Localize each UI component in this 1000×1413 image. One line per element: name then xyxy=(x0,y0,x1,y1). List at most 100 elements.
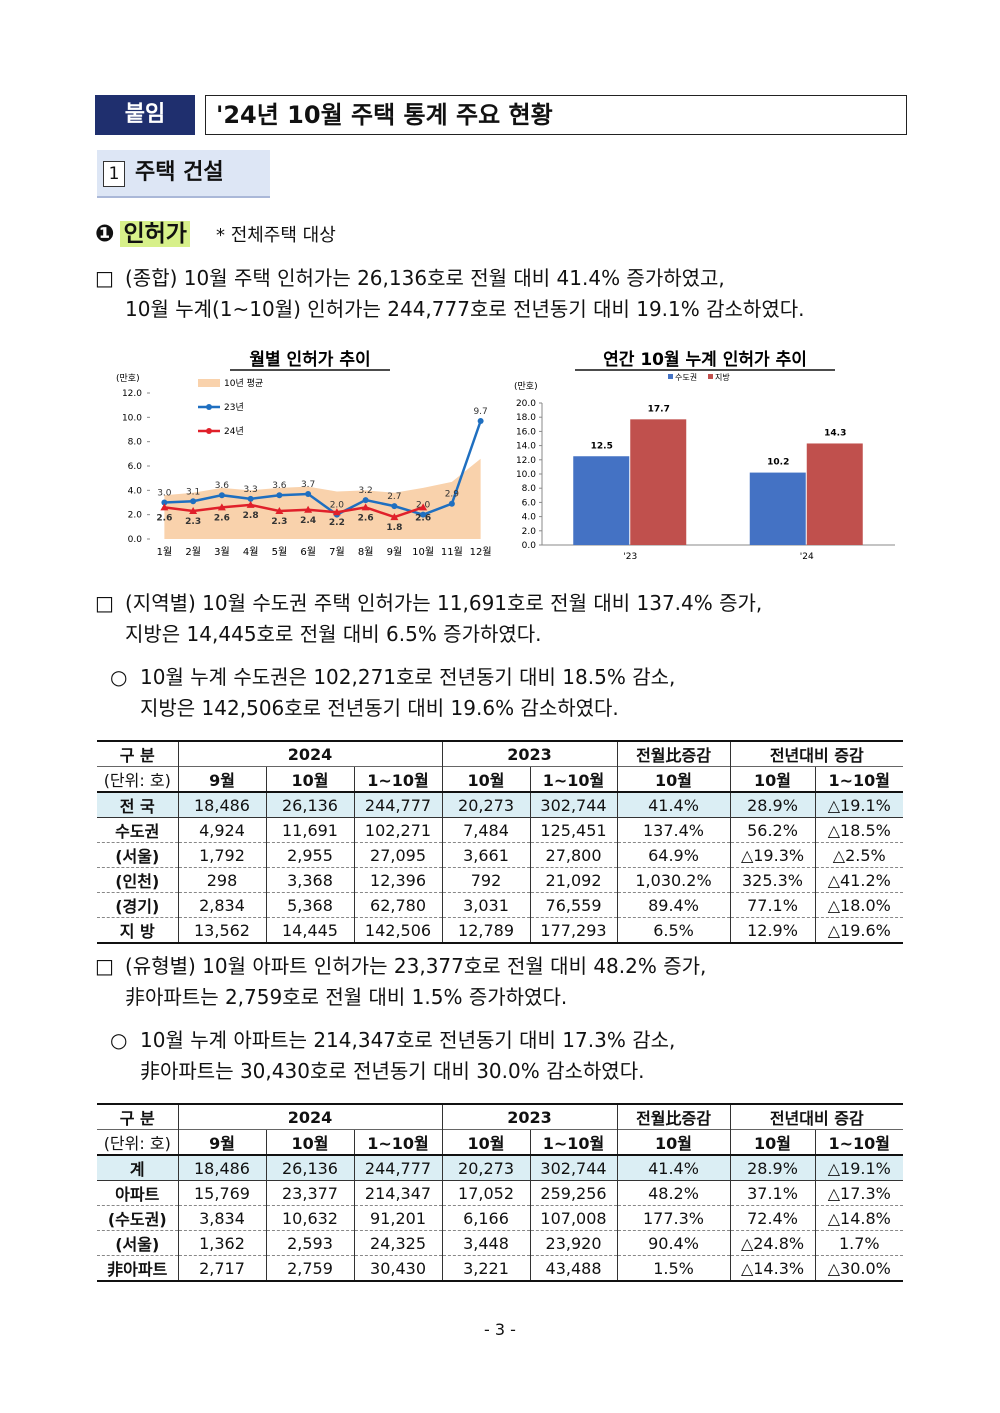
page-number: - 3 - xyxy=(484,1320,516,1339)
subsection-note: * 전체주택 대상 xyxy=(215,225,336,246)
line: (지역별) 10월 수도권 주택 인허가는 11,691호로 전월 대비 137… xyxy=(125,591,763,615)
cell: 계 xyxy=(97,1155,178,1181)
cell: 수도권 xyxy=(97,817,178,843)
header-row: (단위: 호) 9월 10월 1~10월 10월 1~10월 10월 10월 1~10월 xyxy=(97,766,904,793)
cell: △18.5% xyxy=(814,817,904,843)
subsection-marker: ❶ xyxy=(95,221,115,247)
row: (경기) 2,834 5,368 62,780 3,031 76,559 89.4% 77.1… xyxy=(97,892,904,918)
cell: 23,377 xyxy=(265,1180,354,1206)
header-cell: 10월 xyxy=(616,1129,731,1156)
x-tick-label: 7월 xyxy=(329,546,345,558)
cell: 12.9% xyxy=(729,917,816,944)
cell: 28.9% xyxy=(729,1155,816,1181)
x-tick-label: '24 xyxy=(800,552,814,562)
marker xyxy=(161,499,168,506)
legend-label: 지방 xyxy=(715,372,730,382)
cell: △24.8% xyxy=(729,1230,816,1256)
x-tick-label: 2월 xyxy=(185,546,201,558)
header-cell: 전월比증감 xyxy=(616,1103,731,1130)
y-tick-label: 10.0 xyxy=(122,413,142,423)
section-heading: 1 주택 건설 xyxy=(97,150,270,198)
cell: △14.8% xyxy=(814,1205,904,1231)
marker xyxy=(391,503,398,510)
value-label: 3.2 xyxy=(358,486,372,496)
cell: (서울) xyxy=(97,842,178,868)
row: 계 18,486 26,136 244,777 20,273 302,744 41.4% 28… xyxy=(97,1155,904,1181)
cell: 56.2% xyxy=(729,817,816,843)
marker xyxy=(190,498,197,505)
cell: 1.7% xyxy=(814,1230,904,1256)
line: 非아파트는 2,759호로 전월 대비 1.5% 증가하였다. xyxy=(125,985,568,1009)
row: (서울) 1,792 2,955 27,095 3,661 27,800 64.9% △19.… xyxy=(97,842,904,868)
cell: 전 국 xyxy=(97,792,178,818)
header-cell: 10월 xyxy=(729,1129,816,1156)
cell: 244,777 xyxy=(353,1155,443,1181)
x-tick-label: 8월 xyxy=(358,546,374,558)
bar xyxy=(749,472,806,545)
value-label: 2.7 xyxy=(387,492,401,502)
x-tick-label: 10월 xyxy=(412,546,434,558)
legend-swatch xyxy=(206,404,212,410)
cell: 2,593 xyxy=(265,1230,354,1256)
legend-swatch xyxy=(198,379,220,387)
cell: 792 xyxy=(441,867,531,893)
marker xyxy=(218,492,225,499)
cell: 3,448 xyxy=(441,1230,531,1256)
header-cell: 2023 xyxy=(441,740,618,767)
x-tick-label: 4월 xyxy=(243,546,259,558)
legend-label: 수도권 xyxy=(675,372,697,382)
cell: 17,052 xyxy=(441,1180,531,1206)
header-cell: 1~10월 xyxy=(814,766,904,793)
cell: 1,792 xyxy=(177,842,266,868)
cell: 3,661 xyxy=(441,842,531,868)
marker xyxy=(247,495,254,502)
cell: 27,095 xyxy=(353,842,443,868)
cell: 24,325 xyxy=(353,1230,443,1256)
cell: 26,136 xyxy=(265,1155,354,1181)
y-tick-label: 0.0 xyxy=(522,541,537,551)
cell: 177,293 xyxy=(529,917,618,944)
header-cell: 10월 xyxy=(616,766,731,793)
marker xyxy=(217,503,226,511)
header-cell: 10월 xyxy=(265,1129,354,1156)
marker xyxy=(362,497,369,504)
cell: 6,166 xyxy=(441,1205,531,1231)
line: 10월 누계(1~10월) 인허가는 244,777호로 전년동기 대비 19.… xyxy=(125,297,805,321)
cell: 137.4% xyxy=(616,817,731,843)
value-label: 2.9 xyxy=(445,490,460,500)
row: 非아파트 2,717 2,759 30,430 3,221 43,488 1.5% △14.3… xyxy=(97,1255,904,1282)
line: (종합) 10월 주택 인허가는 26,136호로 전월 대비 41.4% 증가… xyxy=(125,266,725,290)
marker xyxy=(420,511,427,518)
x-tick-label: 6월 xyxy=(300,546,316,558)
cell: 3,834 xyxy=(177,1205,266,1231)
cell: △14.3% xyxy=(729,1255,816,1282)
cell: 2,717 xyxy=(177,1255,266,1282)
x-tick-label: '23 xyxy=(623,552,637,562)
cell: △19.1% xyxy=(814,1155,904,1181)
cell: 43,488 xyxy=(529,1255,618,1282)
header-row: 구 분 2024 2023 전월比증감 전년대비 증감 xyxy=(97,1103,904,1130)
cell: 7,484 xyxy=(441,817,531,843)
cell: 3,221 xyxy=(441,1255,531,1282)
value-label: 1.8 xyxy=(386,523,402,533)
value-label: 2.4 xyxy=(300,516,316,526)
header-cell: 9월 xyxy=(177,1129,266,1156)
cell: 20,273 xyxy=(441,1155,531,1181)
marker xyxy=(160,503,169,511)
cell: 13,562 xyxy=(177,917,266,944)
y-tick-label: 6.0 xyxy=(522,498,537,508)
header-cell: 2024 xyxy=(177,740,443,767)
cell: 214,347 xyxy=(353,1180,443,1206)
chart-title: 월별 인허가 추이 xyxy=(249,350,370,370)
value-label: 3.3 xyxy=(243,485,257,495)
value-label: 3.7 xyxy=(301,480,315,490)
cell: 302,744 xyxy=(529,1155,618,1181)
y-tick-label: 12.0 xyxy=(122,389,142,399)
cell: 15,769 xyxy=(177,1180,266,1206)
header-cell: 전월比증감 xyxy=(616,740,731,767)
header-cell: 10월 xyxy=(441,766,531,793)
cell: 125,451 xyxy=(529,817,618,843)
cell: 3,368 xyxy=(265,867,354,893)
legend-swatch xyxy=(206,428,212,434)
value-label: 3.0 xyxy=(157,489,172,499)
